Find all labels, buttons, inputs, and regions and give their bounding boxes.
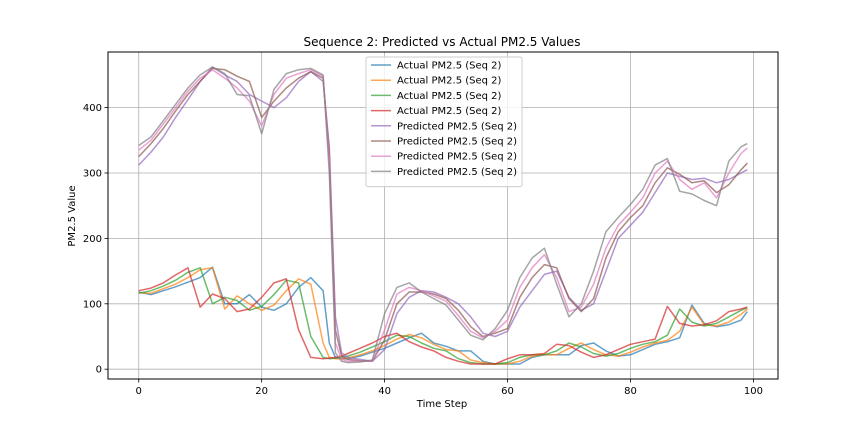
y-tick-label: 0 [96, 365, 102, 376]
x-tick-label: 60 [501, 386, 514, 397]
y-tick-label: 300 [83, 168, 102, 179]
legend-label: Predicted PM2.5 (Seq 2) [397, 152, 517, 163]
series-line-5 [138, 66, 748, 363]
x-tick-label: 80 [624, 386, 637, 397]
legend-box [365, 56, 523, 188]
legend: Actual PM2.5 (Seq 2) Actual PM2.5 (Seq 2)… [365, 56, 523, 188]
series-line-1 [138, 266, 748, 365]
legend-label: Actual PM2.5 (Seq 2) [397, 61, 502, 72]
legend-label: Predicted PM2.5 (Seq 2) [397, 137, 517, 148]
x-tick-label: 20 [255, 386, 268, 397]
series-line-6 [138, 67, 748, 363]
y-axis-ticks: 0 100 200 300 400 [83, 103, 108, 376]
x-tick-label: 100 [744, 386, 763, 397]
x-tick-label: 40 [378, 386, 391, 397]
y-axis-label: PM2.5 Value [67, 185, 78, 246]
series-line-3 [138, 267, 748, 365]
y-tick-label: 200 [83, 234, 102, 245]
series-line-7 [138, 68, 748, 363]
legend-label: Actual PM2.5 (Seq 2) [397, 106, 502, 117]
legend-label: Actual PM2.5 (Seq 2) [397, 91, 502, 102]
series-line-8 [138, 66, 748, 364]
chart-title: Sequence 2: Predicted vs Actual PM2.5 Va… [304, 35, 581, 49]
y-tick-label: 100 [83, 299, 102, 310]
legend-label: Actual PM2.5 (Seq 2) [397, 76, 502, 87]
legend-label: Predicted PM2.5 (Seq 2) [397, 167, 517, 178]
x-axis-label: Time Step [416, 399, 467, 410]
x-axis-ticks: 0 20 40 60 80 100 [136, 379, 763, 397]
series-line-4 [138, 267, 748, 365]
x-tick-label: 0 [136, 386, 142, 397]
series-lines [138, 66, 748, 365]
plot-frame [107, 51, 779, 380]
series-line-2 [138, 267, 748, 365]
y-tick-label: 400 [83, 103, 102, 114]
legend-label: Predicted PM2.5 (Seq 2) [397, 121, 517, 132]
